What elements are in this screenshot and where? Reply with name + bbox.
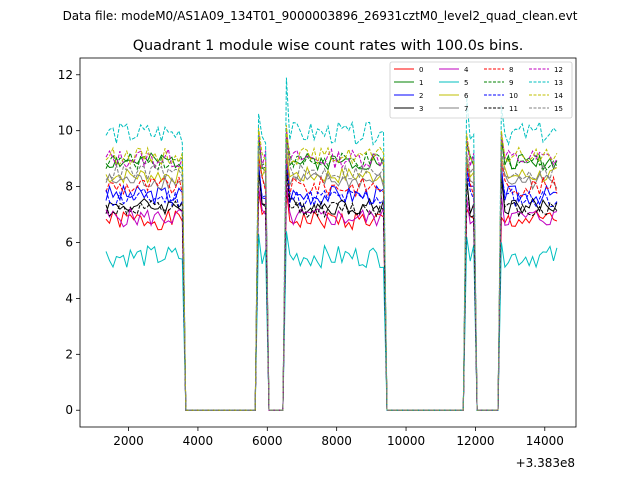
legend-label-2: 2 [419, 92, 423, 100]
legend-label-15: 15 [554, 105, 563, 113]
y-tick-label: 12 [58, 68, 73, 82]
y-tick-label: 4 [65, 291, 73, 305]
series-line-13 [105, 77, 558, 411]
legend-label-12: 12 [554, 66, 563, 74]
legend-label-14: 14 [554, 92, 563, 100]
x-offset-label: +3.383e8 [516, 456, 575, 470]
x-tick-label: 10000 [387, 434, 425, 448]
legend-label-5: 5 [464, 79, 468, 87]
y-tick-label: 0 [65, 403, 73, 417]
legend-label-8: 8 [509, 66, 513, 74]
series-line-9 [105, 133, 558, 411]
legend-label-13: 13 [554, 79, 563, 87]
legend-label-0: 0 [419, 66, 423, 74]
legend-label-6: 6 [464, 92, 469, 100]
plot-area [80, 58, 576, 427]
x-tick-label: 12000 [456, 434, 494, 448]
x-tick-label: 4000 [183, 434, 214, 448]
series-line-8 [105, 158, 558, 411]
legend-label-10: 10 [509, 92, 518, 100]
legend-box [389, 61, 573, 119]
data-file-label: Data file: modeM0/AS1A09_134T01_90000038… [63, 9, 578, 23]
x-tick-label: 2000 [113, 434, 144, 448]
legend-label-1: 1 [419, 79, 423, 87]
y-tick-label: 8 [65, 180, 73, 194]
y-tick-label: 10 [58, 124, 73, 138]
legend-label-4: 4 [464, 66, 469, 74]
series-line-10 [105, 164, 558, 411]
x-tick-label: 6000 [252, 434, 283, 448]
x-tick-label: 8000 [321, 434, 352, 448]
plot-frame [79, 57, 577, 428]
legend-label-3: 3 [419, 105, 423, 113]
legend-label-9: 9 [509, 79, 513, 87]
legend-label-7: 7 [464, 105, 468, 113]
y-tick-label: 6 [65, 236, 73, 250]
chart-title: Quadrant 1 module wise count rates with … [133, 38, 524, 54]
series-line-15 [105, 144, 558, 411]
y-tick-label: 2 [65, 347, 73, 361]
x-tick-label: 14000 [526, 434, 564, 448]
series-layer [105, 77, 558, 411]
legend-label-11: 11 [509, 105, 518, 113]
